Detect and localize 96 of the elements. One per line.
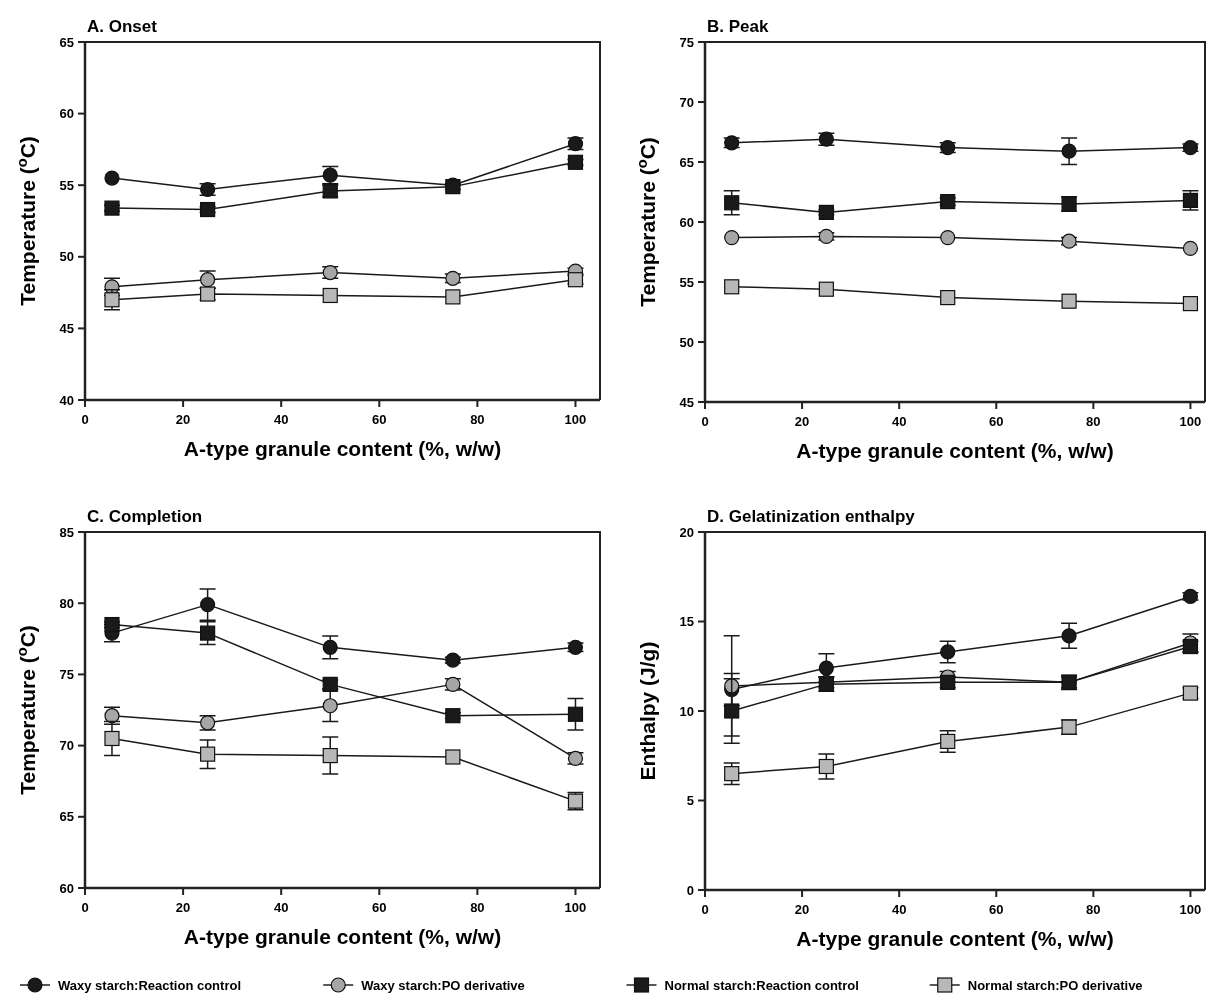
point bbox=[445, 289, 461, 305]
x-tick-label: 60 bbox=[989, 902, 1004, 917]
point bbox=[322, 698, 338, 714]
y-tick-label: 55 bbox=[59, 177, 74, 193]
y-axis-title: Enthalpy (J/g) bbox=[636, 641, 659, 781]
x-tick-label: 40 bbox=[273, 900, 289, 915]
y-tick-label: 65 bbox=[59, 809, 74, 825]
x-tick-label: 60 bbox=[372, 412, 387, 427]
y-tick-label: 5 bbox=[686, 793, 694, 809]
point bbox=[818, 660, 834, 676]
point bbox=[1182, 588, 1199, 605]
y-tick-label: 0 bbox=[686, 882, 694, 898]
x-tick-label: 40 bbox=[273, 412, 289, 427]
point bbox=[724, 279, 740, 295]
point bbox=[724, 766, 740, 782]
point bbox=[1061, 628, 1077, 644]
point bbox=[1182, 140, 1199, 156]
point bbox=[200, 597, 216, 613]
point bbox=[818, 228, 834, 244]
x-tick-label: 80 bbox=[1086, 902, 1101, 917]
y-tick-label: 75 bbox=[679, 34, 694, 50]
y-tick-label: 60 bbox=[59, 106, 74, 122]
x-tick-label: 100 bbox=[1179, 902, 1202, 917]
point bbox=[724, 230, 740, 246]
point bbox=[940, 733, 956, 750]
y-tick-label: 40 bbox=[59, 392, 74, 408]
y-tick-label: 65 bbox=[679, 154, 694, 170]
y-tick-label: 55 bbox=[679, 274, 694, 290]
chart-title: B. Peak bbox=[707, 17, 769, 36]
point bbox=[322, 287, 338, 304]
legend-label: Waxy starch:PO derivative bbox=[361, 977, 525, 993]
y-tick-label: 75 bbox=[59, 666, 74, 682]
point bbox=[818, 758, 834, 775]
y-tick-label: 65 bbox=[59, 34, 74, 50]
point bbox=[200, 625, 216, 641]
point bbox=[818, 204, 834, 220]
x-axis-title: A-type granule content (%, w/w) bbox=[183, 925, 502, 948]
legend-label: Normal starch:Reaction control bbox=[664, 977, 859, 993]
y-tick-label: 85 bbox=[59, 524, 74, 540]
x-tick-label: 60 bbox=[372, 900, 387, 915]
y-tick-label: 50 bbox=[679, 334, 694, 350]
x-tick-label: 0 bbox=[81, 900, 89, 915]
point bbox=[200, 201, 216, 218]
point bbox=[104, 730, 120, 747]
y-tick-label: 45 bbox=[679, 394, 694, 410]
x-tick-label: 20 bbox=[175, 412, 191, 427]
x-tick-label: 40 bbox=[891, 414, 907, 429]
point bbox=[1061, 143, 1077, 159]
y-tick-label: 70 bbox=[679, 94, 694, 110]
y-tick-label: 50 bbox=[59, 249, 74, 265]
point bbox=[724, 195, 740, 211]
chart-title: A. Onset bbox=[87, 17, 158, 36]
x-tick-label: 80 bbox=[470, 412, 485, 427]
y-tick-label: 60 bbox=[679, 214, 694, 230]
point bbox=[940, 194, 956, 210]
point bbox=[940, 230, 956, 246]
point bbox=[1061, 293, 1077, 309]
x-tick-label: 0 bbox=[701, 414, 709, 429]
x-axis-title: A-type granule content (%, w/w) bbox=[183, 437, 502, 460]
x-tick-label: 20 bbox=[794, 414, 810, 429]
point bbox=[200, 746, 216, 762]
y-tick-label: 80 bbox=[59, 595, 74, 611]
point bbox=[567, 706, 584, 722]
x-tick-label: 100 bbox=[564, 412, 587, 427]
y-tick-label: 15 bbox=[679, 614, 694, 630]
y-tick-label: 45 bbox=[59, 320, 74, 336]
x-axis-title: A-type granule content (%, w/w) bbox=[796, 927, 1114, 950]
point bbox=[940, 644, 956, 660]
x-tick-label: 40 bbox=[891, 902, 907, 917]
point bbox=[445, 652, 461, 668]
x-tick-label: 20 bbox=[794, 902, 810, 917]
point bbox=[322, 639, 338, 655]
x-tick-label: 100 bbox=[1179, 414, 1202, 429]
point bbox=[1182, 240, 1199, 256]
x-tick-label: 20 bbox=[175, 900, 191, 915]
legend-label: Normal starch:PO derivative bbox=[967, 977, 1143, 993]
x-axis-title: A-type granule content (%, w/w) bbox=[796, 439, 1114, 462]
y-tick-label: 20 bbox=[679, 524, 694, 540]
x-tick-label: 80 bbox=[470, 900, 485, 915]
x-tick-label: 0 bbox=[701, 902, 709, 917]
y-tick-label: 10 bbox=[679, 703, 694, 719]
legend-label: Waxy starch:Reaction control bbox=[58, 977, 242, 993]
point bbox=[445, 708, 461, 724]
x-tick-label: 100 bbox=[564, 900, 587, 915]
chart-title: D. Gelatinization enthalpy bbox=[707, 507, 916, 526]
x-tick-label: 80 bbox=[1086, 414, 1101, 429]
y-tick-label: 60 bbox=[59, 880, 74, 896]
chart-title: C. Completion bbox=[87, 507, 203, 526]
point bbox=[940, 290, 956, 306]
y-tick-label: 70 bbox=[59, 738, 74, 754]
point bbox=[818, 281, 834, 297]
point bbox=[322, 747, 338, 764]
point bbox=[1182, 296, 1199, 312]
point bbox=[445, 749, 461, 765]
x-tick-label: 60 bbox=[989, 414, 1004, 429]
x-tick-label: 0 bbox=[81, 412, 89, 427]
